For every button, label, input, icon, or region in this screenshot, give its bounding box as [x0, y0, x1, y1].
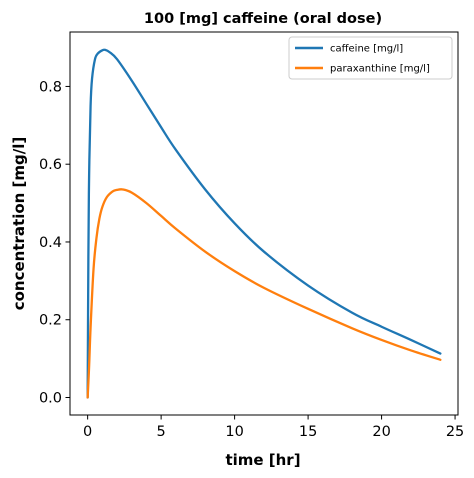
- plot-lines: [86, 48, 442, 399]
- legend-label-caffeine: caffeine [mg/l]: [330, 44, 403, 55]
- legend-label-paraxanthine: paraxanthine [mg/l]: [330, 64, 430, 75]
- legend: caffeine [mg/l] paraxanthine [mg/l]: [288, 36, 453, 80]
- y-axis: 0.0 0.2 0.4 0.6 0.8: [39, 79, 70, 407]
- y-tick-label: 0.2: [39, 313, 62, 329]
- y-axis-label: concentration [mg/l]: [10, 137, 28, 311]
- y-tick-label: 0.0: [39, 391, 62, 407]
- y-tick-label: 0.4: [39, 235, 62, 251]
- x-axis-label: time [hr]: [225, 451, 300, 469]
- legend-box: [288, 36, 453, 80]
- x-tick-label: 10: [225, 424, 243, 440]
- chart-title: 100 [mg] caffeine (oral dose): [144, 11, 382, 27]
- x-tick-label: 15: [299, 424, 317, 440]
- y-tick-label: 0.8: [39, 79, 62, 95]
- plot-frame: [69, 31, 459, 416]
- series-line-caffeine: [86, 48, 442, 399]
- series-line-paraxanthine: [86, 188, 442, 399]
- y-tick-label: 0.6: [39, 157, 62, 173]
- x-tick-label: 0: [83, 424, 92, 440]
- x-tick-label: 25: [446, 424, 464, 440]
- x-tick-label: 5: [157, 424, 166, 440]
- x-tick-label: 20: [372, 424, 390, 440]
- x-axis: 0 5 10 15 20 25: [83, 415, 464, 440]
